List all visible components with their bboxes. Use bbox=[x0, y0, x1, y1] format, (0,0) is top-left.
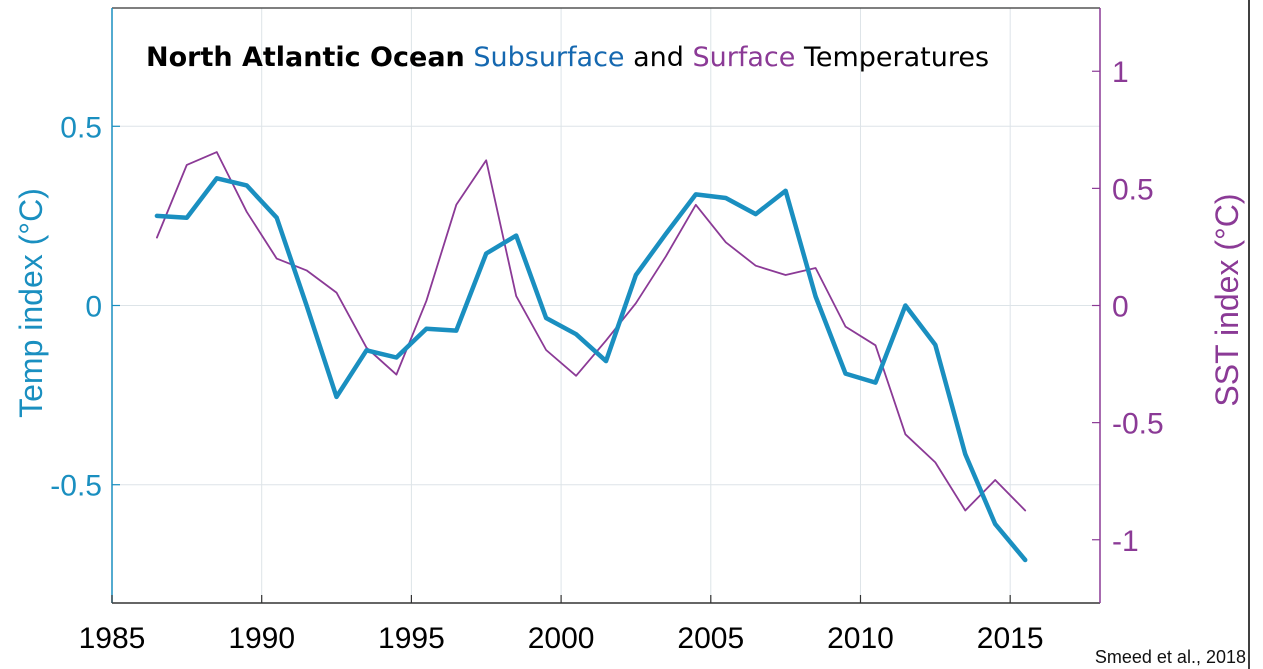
chart-title: North Atlantic Ocean Subsurface and Surf… bbox=[146, 42, 989, 73]
x-tick-label: 2015 bbox=[977, 622, 1044, 655]
x-tick-label: 1990 bbox=[228, 622, 295, 655]
x-tick-label: 2010 bbox=[827, 622, 894, 655]
title-part: and bbox=[625, 42, 684, 73]
y-axis-label-left: Temp index (°C) bbox=[13, 188, 49, 418]
ticks-layer: 1985 1990 1995 2000 2005 2010 2015 0.5 0 -0.5 1 0.5… bbox=[50, 56, 1163, 655]
source-credit: Smeed et al., 2018 bbox=[1095, 647, 1246, 667]
series-line-surface bbox=[155, 151, 1027, 512]
grid-layer bbox=[111, 8, 1100, 603]
y-right-tick-label: 0 bbox=[1112, 291, 1129, 324]
y-axis-label-right: SST index (°C) bbox=[1209, 193, 1245, 406]
title-part: Subsurface bbox=[465, 42, 625, 73]
x-tick-label: 2005 bbox=[677, 622, 744, 655]
y-right-tick-label: 1 bbox=[1112, 56, 1129, 89]
y-left-tick-label: -0.5 bbox=[50, 470, 102, 503]
x-tick-label: 2000 bbox=[528, 622, 595, 655]
y-right-tick-label: 0.5 bbox=[1112, 173, 1154, 206]
x-tick-label: 1985 bbox=[79, 622, 146, 655]
x-tick-label: 1995 bbox=[378, 622, 445, 655]
title-part: North Atlantic Ocean bbox=[146, 42, 465, 73]
y-right-tick-label: -0.5 bbox=[1112, 408, 1164, 441]
series-line-subsurface bbox=[154, 176, 1028, 563]
title-part: Surface bbox=[684, 42, 795, 73]
y-left-tick-label: 0.5 bbox=[60, 111, 102, 144]
y-right-tick-label: -1 bbox=[1112, 525, 1139, 558]
y-left-tick-label: 0 bbox=[85, 291, 102, 324]
series-layer bbox=[154, 151, 1028, 563]
title-part: Temperatures bbox=[795, 42, 989, 73]
